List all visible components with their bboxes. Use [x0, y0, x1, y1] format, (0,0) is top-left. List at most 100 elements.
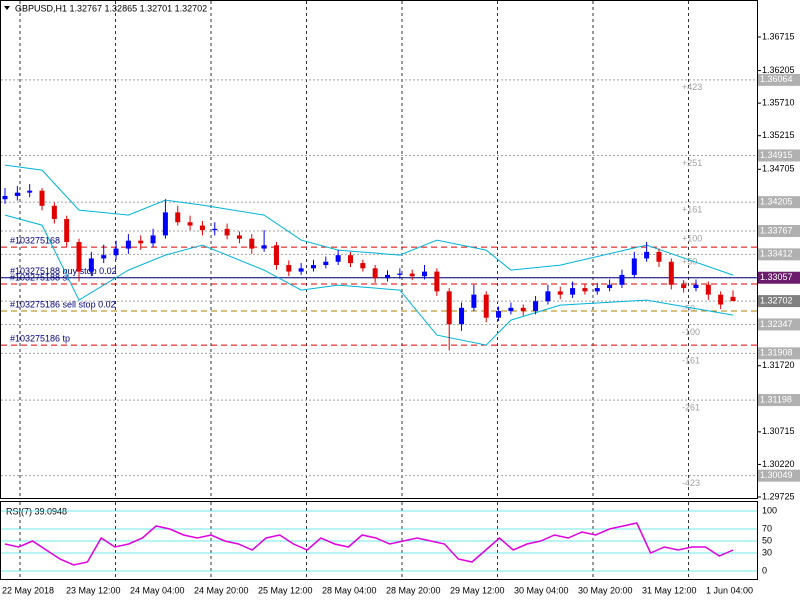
candle-body	[39, 190, 45, 206]
order-label: #103275188 buy stop 0.02	[10, 266, 117, 276]
candle-body	[175, 212, 181, 223]
y-tick-label: 1.34705	[762, 164, 795, 174]
x-tick-label: 1 Jun 04:00	[706, 585, 753, 595]
rsi-tick-label: 100	[762, 505, 777, 515]
price-box-label: 1.33767	[760, 225, 793, 235]
candle-body	[224, 228, 230, 236]
x-tick-label: 23 May 12:00	[66, 585, 121, 595]
candle-body	[533, 301, 539, 312]
candle-body	[471, 294, 477, 308]
candle-body	[594, 288, 600, 292]
x-tick-label: 22 May 2018	[2, 585, 54, 595]
candle-body	[705, 284, 711, 295]
level-label: +50	[682, 257, 697, 267]
candle-body	[718, 294, 724, 305]
candle-body	[286, 265, 292, 272]
candle-body	[236, 235, 242, 239]
level-label: +251	[682, 158, 702, 168]
level-label: -423	[682, 478, 700, 488]
price-box-label: 1.32702	[760, 295, 793, 305]
order-label: #103275186 sell stop 0.02	[10, 299, 116, 309]
candle-body	[545, 291, 551, 302]
candle-body	[273, 245, 279, 266]
rsi-line	[4, 522, 734, 566]
price-box	[758, 318, 800, 331]
candle-body	[631, 258, 637, 275]
rsi-tick-label: 30	[762, 547, 772, 557]
y-tick-label: 1.30715	[762, 426, 795, 436]
candle-body	[347, 255, 353, 264]
level-label: +423	[682, 82, 702, 92]
menu-arrow[interactable]	[4, 6, 10, 10]
candle-body	[434, 271, 440, 292]
x-tick-label: 29 May 12:00	[450, 585, 505, 595]
band-upper	[4, 164, 734, 276]
candle-body	[693, 284, 699, 289]
price-box	[758, 469, 800, 482]
candle-body	[88, 258, 94, 272]
candle-body	[261, 245, 267, 249]
x-tick-label: 24 May 20:00	[194, 585, 249, 595]
order-label: #103275188 sl	[10, 272, 69, 282]
price-box	[758, 225, 800, 238]
candle-body	[508, 307, 514, 312]
price-box-label: 1.33057	[760, 272, 793, 282]
candle-body	[360, 263, 366, 269]
y-tick-label: 1.36205	[762, 65, 795, 75]
y-tick-label: 1.36715	[762, 31, 795, 41]
price-box-label: 1.31198	[760, 394, 792, 404]
x-tick-label: 28 May 20:00	[386, 585, 441, 595]
candle-body	[730, 296, 736, 302]
candle-body	[557, 291, 563, 295]
level-label: -50	[682, 303, 695, 313]
candle-body	[459, 307, 465, 325]
candle-body	[422, 271, 428, 277]
chart-title: GBPUSD,H1 1.32767 1.32865 1.32701 1.3270…	[15, 3, 207, 13]
candle-body	[496, 311, 502, 318]
candle-body	[446, 291, 452, 325]
candle-body	[101, 255, 107, 259]
y-tick-label: 1.35710	[762, 98, 795, 108]
candle-body	[51, 205, 57, 219]
candle-body	[409, 273, 415, 277]
price-box	[758, 248, 800, 261]
price-box	[758, 347, 800, 360]
main-panel	[0, 0, 758, 499]
candle-body	[212, 228, 218, 231]
price-box-label: 1.36064	[760, 74, 793, 84]
price-box	[758, 295, 800, 308]
price-box	[758, 271, 800, 284]
candle-body	[125, 240, 131, 249]
candle-body	[138, 240, 144, 244]
candle-body	[656, 251, 662, 262]
candle-body	[607, 284, 613, 289]
candle-body	[199, 225, 205, 231]
price-box-label: 1.32347	[760, 319, 793, 329]
candle-body	[385, 274, 391, 279]
rsi-tick-label: 0	[762, 565, 767, 575]
candle-body	[335, 255, 341, 262]
price-box-label: 1.34205	[760, 197, 793, 207]
level-label: -161	[682, 356, 700, 366]
candle-body	[582, 288, 588, 292]
candle-body	[310, 265, 316, 269]
x-tick-label: 30 May 20:00	[578, 585, 633, 595]
order-label: #103275186 tp	[10, 333, 70, 343]
level-label: +161	[682, 205, 702, 215]
x-tick-label: 24 May 04:00	[130, 585, 185, 595]
price-box	[758, 73, 800, 86]
candle-body	[619, 274, 625, 285]
price-box	[758, 196, 800, 209]
y-tick-label: 1.35215	[762, 130, 795, 140]
candle-body	[397, 273, 403, 275]
level-label: -100	[682, 327, 700, 337]
y-tick-label: 1.29725	[762, 491, 795, 501]
candle-body	[483, 294, 489, 318]
x-tick-label: 28 May 04:00	[322, 585, 377, 595]
candle-body	[14, 192, 20, 196]
candle-body	[372, 268, 378, 279]
price-box	[758, 394, 800, 407]
rsi-tick-label: 70	[762, 523, 772, 533]
